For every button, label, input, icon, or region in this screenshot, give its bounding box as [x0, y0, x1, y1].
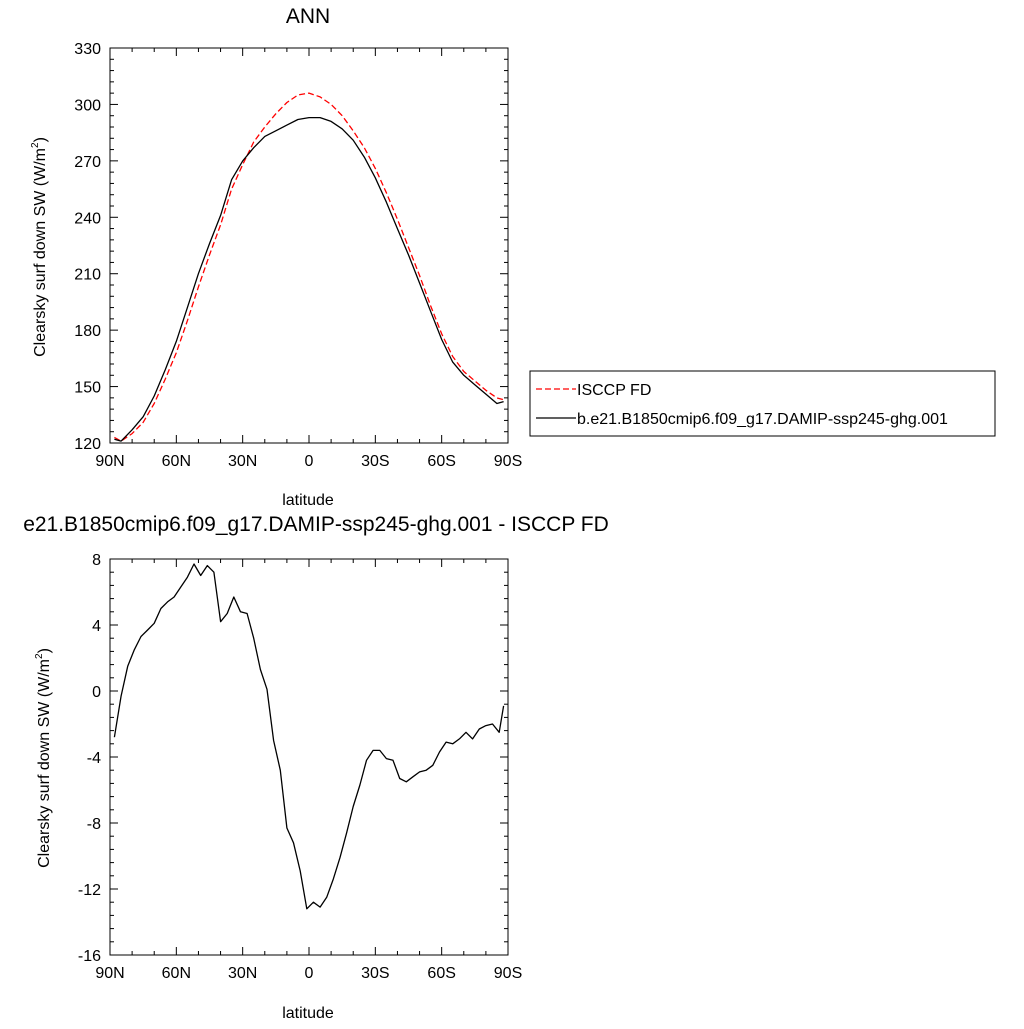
bottom-plot-frame: [109, 558, 509, 956]
top-x-tick-label: 90S: [494, 453, 522, 470]
bottom-x-tick-label: 30S: [361, 965, 389, 982]
bottom-y-tick-label: -4: [87, 750, 101, 767]
top-y-tick-label: 330: [74, 41, 101, 58]
top-y-axis-label-superscript: 2: [30, 142, 41, 148]
bottom-panel: e21.B1850cmip6.f09_g17.DAMIP-ssp245-ghg.…: [23, 513, 609, 1022]
top-plot-frame: [109, 47, 509, 444]
top-panel: ANN Clearsky surf down SW (W/m2) latitud…: [30, 5, 996, 509]
legend-label-model: b.e21.B1850cmip6.f09_g17.DAMIP-ssp245-gh…: [577, 411, 948, 428]
top-x-tick-label: 90N: [95, 453, 124, 470]
bottom-x-tick-label: 90S: [494, 965, 522, 982]
bottom-y-axis-label: Clearsky surf down SW (W/m2): [34, 648, 53, 868]
bottom-y-tick-label: 8: [92, 552, 101, 569]
top-x-tick-label: 30S: [361, 453, 389, 470]
top-y-axis-label: Clearsky surf down SW (W/m2): [30, 137, 49, 357]
top-x-axis-label: latitude: [282, 492, 334, 509]
svg-text:Clearsky surf down SW (W/m2): Clearsky surf down SW (W/m2): [30, 137, 49, 357]
bottom-axis-ticks: 90N 60N 30N 0 30S 60S 90S -16 -12 -8 -4 0 4 8: [78, 552, 522, 982]
top-series-line-1: [114, 92, 504, 442]
top-x-tick-label: 30N: [228, 453, 257, 470]
top-y-tick-label: 270: [74, 154, 101, 171]
svg-text:Clearsky surf down SW (W/m2): Clearsky surf down SW (W/m2): [34, 648, 53, 868]
bottom-x-tick-label: 0: [305, 965, 314, 982]
bottom-data-lines: [113, 563, 505, 910]
legend: ISCCP FD b.e21.B1850cmip6.f09_g17.DAMIP-…: [529, 370, 996, 437]
top-y-tick-label: 150: [74, 380, 101, 397]
bottom-chart-title: e21.B1850cmip6.f09_g17.DAMIP-ssp245-ghg.…: [23, 513, 609, 536]
bottom-y-axis-label-superscript: 2: [34, 653, 45, 659]
legend-box: [529, 370, 996, 437]
bottom-x-tick-label: 60S: [427, 965, 455, 982]
bottom-y-tick-label: -16: [78, 948, 101, 965]
bottom-x-axis-label: latitude: [282, 1005, 334, 1022]
top-axis-ticks: 90N 60N 30N 0 30S 60S 90S 120 150 180 210 240 270 300…: [74, 41, 522, 470]
bottom-y-axis-label-text: Clearsky surf down SW (W/m: [36, 659, 53, 868]
top-x-tick-label: 0: [305, 453, 314, 470]
bottom-x-tick-label: 30N: [228, 965, 257, 982]
top-data-lines: [114, 92, 504, 442]
legend-label-isccp-fd: ISCCP FD: [577, 382, 651, 399]
top-y-tick-label: 180: [74, 323, 101, 340]
bottom-y-tick-label: 0: [92, 684, 101, 701]
bottom-y-tick-label: -8: [87, 816, 101, 833]
bottom-y-tick-label: -12: [78, 882, 101, 899]
bottom-x-tick-label: 60N: [162, 965, 191, 982]
top-series-line-2: [114, 116, 504, 442]
bottom-y-axis-label-close: ): [36, 648, 53, 653]
top-y-tick-label: 240: [74, 210, 101, 227]
bottom-y-tick-label: 4: [92, 618, 101, 635]
bottom-x-tick-label: 90N: [95, 965, 124, 982]
top-y-tick-label: 300: [74, 97, 101, 114]
top-y-axis-label-close: ): [32, 137, 49, 142]
bottom-series-line-1: [113, 563, 505, 910]
top-x-tick-label: 60N: [162, 453, 191, 470]
top-x-tick-label: 60S: [427, 453, 455, 470]
top-y-axis-label-text: Clearsky surf down SW (W/m: [32, 148, 49, 357]
top-chart-title: ANN: [286, 5, 330, 28]
top-y-tick-label: 120: [74, 436, 101, 453]
top-y-tick-label: 210: [74, 267, 101, 284]
